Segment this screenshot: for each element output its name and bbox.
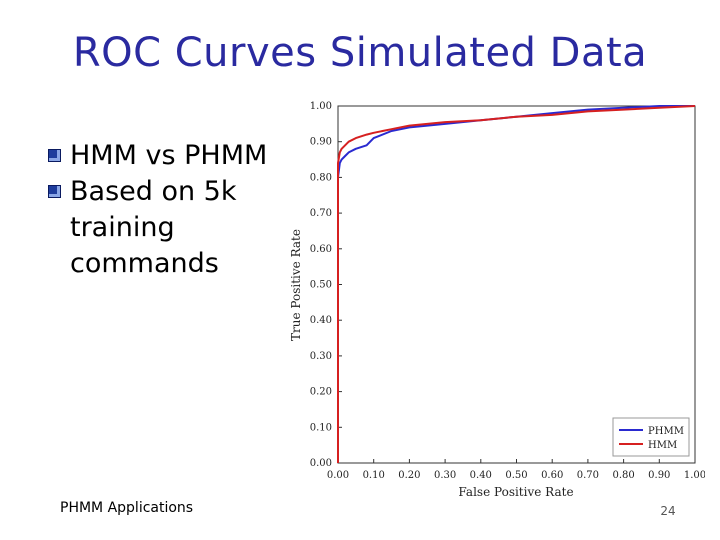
y-tick-label: 0.50: [310, 280, 332, 291]
y-tick-label: 0.60: [310, 244, 332, 255]
bullet-text: HMM vs PHMM: [70, 140, 268, 171]
plot-frame: [337, 105, 696, 464]
legend: PHMM HMM: [612, 417, 690, 457]
x-tick-label: 0.00: [327, 470, 349, 481]
y-tick-label: 1.00: [310, 101, 332, 112]
bullet-item: HMM vs PHMM: [48, 138, 283, 174]
series-lines: [337, 105, 696, 463]
y-tick-label: 0.20: [310, 387, 332, 398]
x-tick-label: 0.10: [363, 470, 385, 481]
y-tick-label: 0.80: [310, 172, 332, 183]
x-tick-label: 0.30: [434, 470, 456, 481]
x-axis-ticks: 0.00 0.10 0.20 0.30 0.40 0.50 0.60 0.70 0.80 0.90…: [327, 459, 705, 481]
y-tick-label: 0.90: [310, 137, 332, 148]
legend-box: [612, 417, 690, 457]
series-line-hmm: [337, 105, 696, 463]
series-line-phmm: [337, 105, 695, 463]
bullet-square-icon: [48, 149, 61, 162]
page-number: 24: [660, 504, 676, 518]
y-tick-label: 0.40: [310, 315, 332, 326]
bullet-item: Based on 5k training commands: [48, 174, 283, 282]
legend-label: PHMM: [648, 426, 684, 437]
bullet-list: HMM vs PHMM Based on 5k training command…: [48, 138, 283, 282]
x-tick-label: 0.20: [398, 470, 420, 481]
x-tick-label: 0.80: [612, 470, 634, 481]
x-tick-label: 0.60: [541, 470, 563, 481]
x-tick-label: 0.70: [577, 470, 599, 481]
y-axis-label: True Positive Rate: [289, 229, 303, 341]
legend-label: HMM: [648, 440, 677, 451]
x-tick-label: 0.50: [505, 470, 527, 481]
x-axis-label: False Positive Rate: [458, 485, 573, 499]
roc-chart: 0.00 0.10 0.20 0.30 0.40 0.50 0.60 0.70 0.80 0.90…: [289, 101, 705, 499]
y-tick-label: 0.00: [310, 458, 332, 469]
y-tick-label: 0.30: [310, 351, 332, 362]
y-tick-label: 0.10: [310, 422, 332, 433]
x-tick-label: 1.00: [684, 470, 705, 481]
bullet-text: Based on 5k training commands: [70, 176, 237, 279]
x-tick-label: 0.90: [648, 470, 670, 481]
x-tick-label: 0.40: [470, 470, 492, 481]
y-tick-label: 0.70: [310, 208, 332, 219]
footer-text: PHMM Applications: [60, 500, 194, 516]
y-axis-ticks: 0.00 0.10 0.20 0.30 0.40 0.50 0.60 0.70 0.80 0.90…: [310, 101, 342, 469]
slide-title: ROC Curves Simulated Data: [72, 30, 648, 76]
bullet-square-icon: [48, 185, 61, 198]
